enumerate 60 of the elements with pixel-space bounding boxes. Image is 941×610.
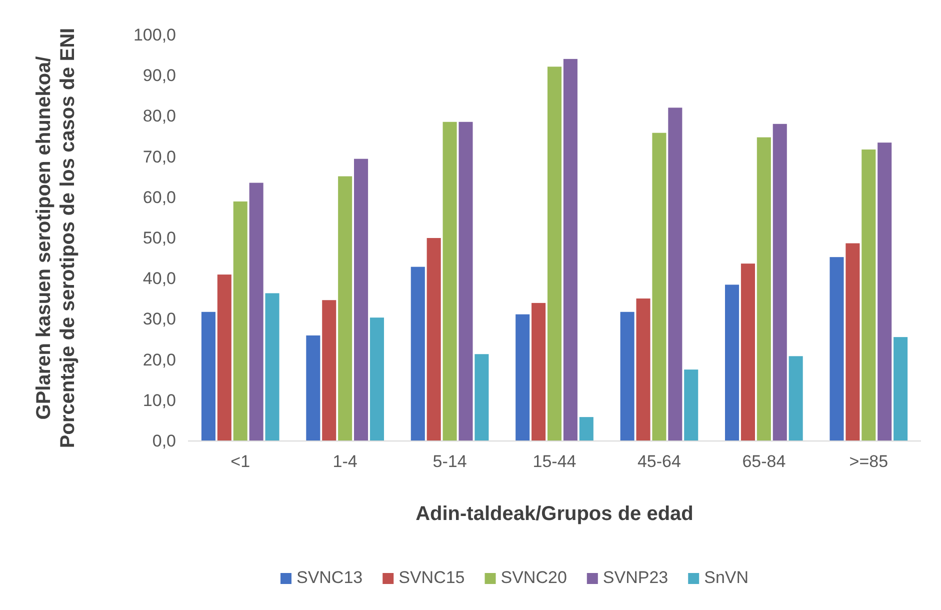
bar — [740, 264, 755, 441]
bar — [410, 266, 425, 441]
bar — [458, 122, 473, 441]
bar — [265, 293, 280, 441]
bar — [516, 314, 530, 441]
legend-label: SVNC15 — [398, 568, 465, 587]
bar — [772, 124, 787, 441]
bar — [684, 370, 698, 441]
y-tick-label: 10,0 — [142, 390, 176, 410]
bar — [370, 318, 384, 441]
x-tick-label: 65-84 — [742, 452, 786, 472]
x-tick-label: 5-14 — [432, 452, 467, 472]
bar — [563, 58, 578, 441]
x-tick-label: 1-4 — [332, 452, 358, 472]
legend-label: SVNC20 — [500, 568, 567, 587]
y-tick-label: 100,0 — [133, 25, 176, 44]
y-tick-label: 70,0 — [142, 147, 176, 166]
bar — [354, 158, 368, 441]
bar — [652, 132, 666, 441]
legend-label: SnVN — [704, 568, 749, 587]
bar — [756, 137, 771, 441]
bar — [725, 284, 740, 441]
y-tick-label: 90,0 — [142, 66, 176, 86]
bar — [862, 149, 876, 441]
y-tick-label: 50,0 — [142, 228, 176, 248]
bar — [338, 176, 352, 441]
y-tick-label: 0,0 — [152, 431, 176, 450]
bar — [532, 302, 546, 441]
bar — [830, 257, 844, 441]
bar — [846, 243, 860, 441]
bar — [249, 182, 264, 441]
bar — [788, 356, 803, 441]
y-tick-label: 40,0 — [142, 269, 176, 288]
bar — [233, 201, 248, 441]
bar — [620, 312, 634, 441]
y-axis-title: GPlaren kasuen serotipoen ehunekoa/ Porcentaje de serotipos de los casos de ENI — [33, 28, 79, 448]
bar — [547, 66, 562, 441]
y-tick-label: 30,0 — [142, 310, 176, 329]
y-tick-label: 20,0 — [142, 350, 176, 370]
legend-label: SVNC13 — [296, 568, 363, 587]
bar — [426, 238, 441, 441]
bar — [442, 122, 457, 441]
bar — [894, 337, 908, 441]
bar — [217, 274, 232, 441]
y-tick-label: 80,0 — [142, 106, 176, 126]
y-tick-label: 60,0 — [142, 188, 176, 207]
bar — [636, 298, 650, 441]
x-tick-label: 45-64 — [637, 452, 681, 472]
bar — [322, 300, 336, 441]
legend-label: SVNP23 — [602, 568, 668, 587]
x-tick-label: 15-44 — [532, 452, 576, 472]
x-tick-label: >=85 — [849, 452, 888, 472]
bar — [201, 312, 216, 441]
x-tick-label: <1 — [230, 452, 250, 472]
x-axis-title: Adin-taldeak/Grupos de edad — [416, 503, 694, 525]
bar — [474, 354, 489, 441]
bar — [306, 335, 320, 441]
bar — [579, 417, 594, 441]
bar — [878, 142, 892, 441]
bar — [668, 108, 682, 441]
